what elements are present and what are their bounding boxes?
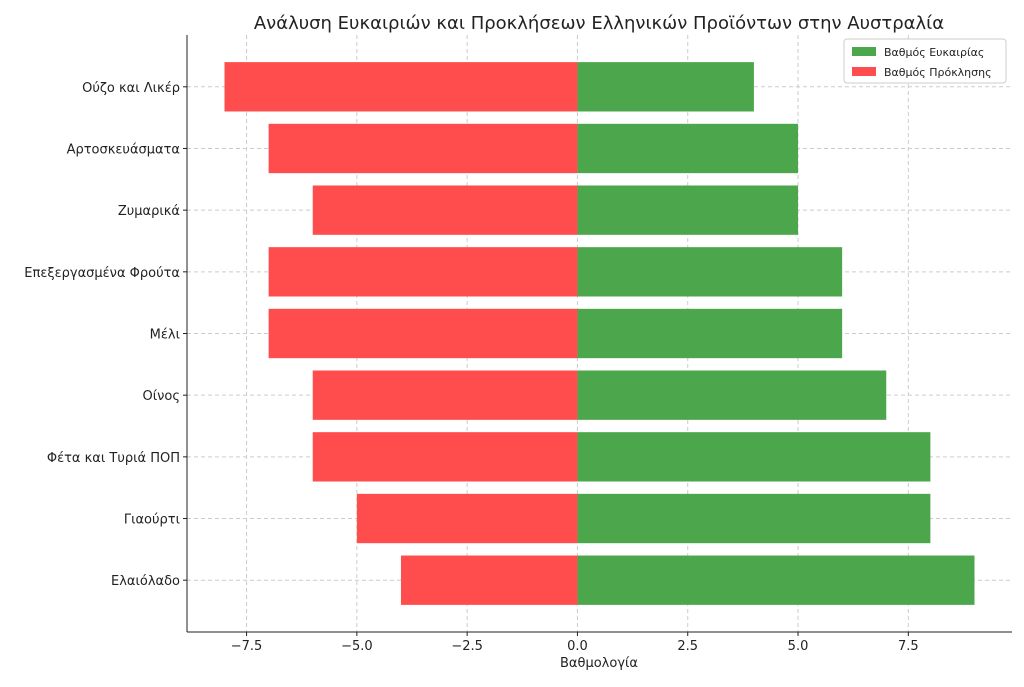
x-tick-label: −7.5 <box>231 639 263 654</box>
bars <box>224 62 975 605</box>
y-tick-labels: Ούζο και Λικέρ Αρτοσκευάσματα Ζυμαρικά Επεξ… <box>24 81 187 589</box>
legend-swatch <box>852 47 876 56</box>
challenge-bar <box>268 247 578 297</box>
y-tick-label: Οίνος <box>143 389 180 404</box>
y-tick-label: Φέτα και Τυριά ΠΟΠ <box>47 451 180 466</box>
opportunity-bar <box>577 247 843 297</box>
y-tick-label: Ελαιόλαδο <box>111 574 180 589</box>
opportunity-bar <box>577 555 975 605</box>
opportunity-bar <box>577 185 799 235</box>
challenge-bar <box>268 123 578 174</box>
x-tick-label: −2.5 <box>451 639 483 654</box>
y-tick-label: Αρτοσκευάσματα <box>67 142 180 157</box>
challenge-bar <box>268 308 578 359</box>
legend-swatch <box>852 67 876 76</box>
opportunity-bar <box>577 123 799 174</box>
opportunity-bar <box>577 370 887 420</box>
opportunity-bar <box>577 493 931 544</box>
legend: Βαθμός Ευκαιρίας Βαθμός Πρόκλησης <box>843 38 1007 84</box>
challenge-bar <box>312 185 578 235</box>
challenge-bar <box>224 62 578 112</box>
y-tick-label: Ούζο και Λικέρ <box>82 81 180 96</box>
x-tick-label: 7.5 <box>898 639 919 654</box>
x-tick-label: 2.5 <box>677 639 698 654</box>
x-tick-label: 5.0 <box>788 639 809 654</box>
x-tick-label: 0.0 <box>567 639 588 654</box>
chart-title: Ανάλυση Ευκαιριών και Προκλήσεων Ελληνικ… <box>254 13 944 34</box>
legend-label: Βαθμός Ευκαιρίας <box>884 46 984 59</box>
opportunity-bar <box>577 432 931 482</box>
x-tick-labels: −7.5 −5.0 −2.5 0.0 2.5 5.0 7.5 <box>231 632 919 654</box>
legend-label: Βαθμός Πρόκλησης <box>884 66 992 79</box>
x-tick-label: −5.0 <box>341 639 373 654</box>
challenge-bar <box>400 555 578 605</box>
challenge-bar <box>312 432 578 482</box>
y-tick-label: Μέλι <box>150 328 180 343</box>
legend-box <box>843 38 1007 84</box>
y-tick-label: Ζυμαρικά <box>118 204 180 219</box>
x-axis-label: Βαθμολογία <box>560 656 638 671</box>
y-tick-label: Γιαούρτι <box>124 513 180 528</box>
y-tick-label: Επεξεργασμένα Φρούτα <box>24 266 180 281</box>
opportunity-bar <box>577 62 754 112</box>
challenge-bar <box>312 370 578 420</box>
challenge-bar <box>356 493 578 544</box>
opportunity-bar <box>577 308 843 359</box>
